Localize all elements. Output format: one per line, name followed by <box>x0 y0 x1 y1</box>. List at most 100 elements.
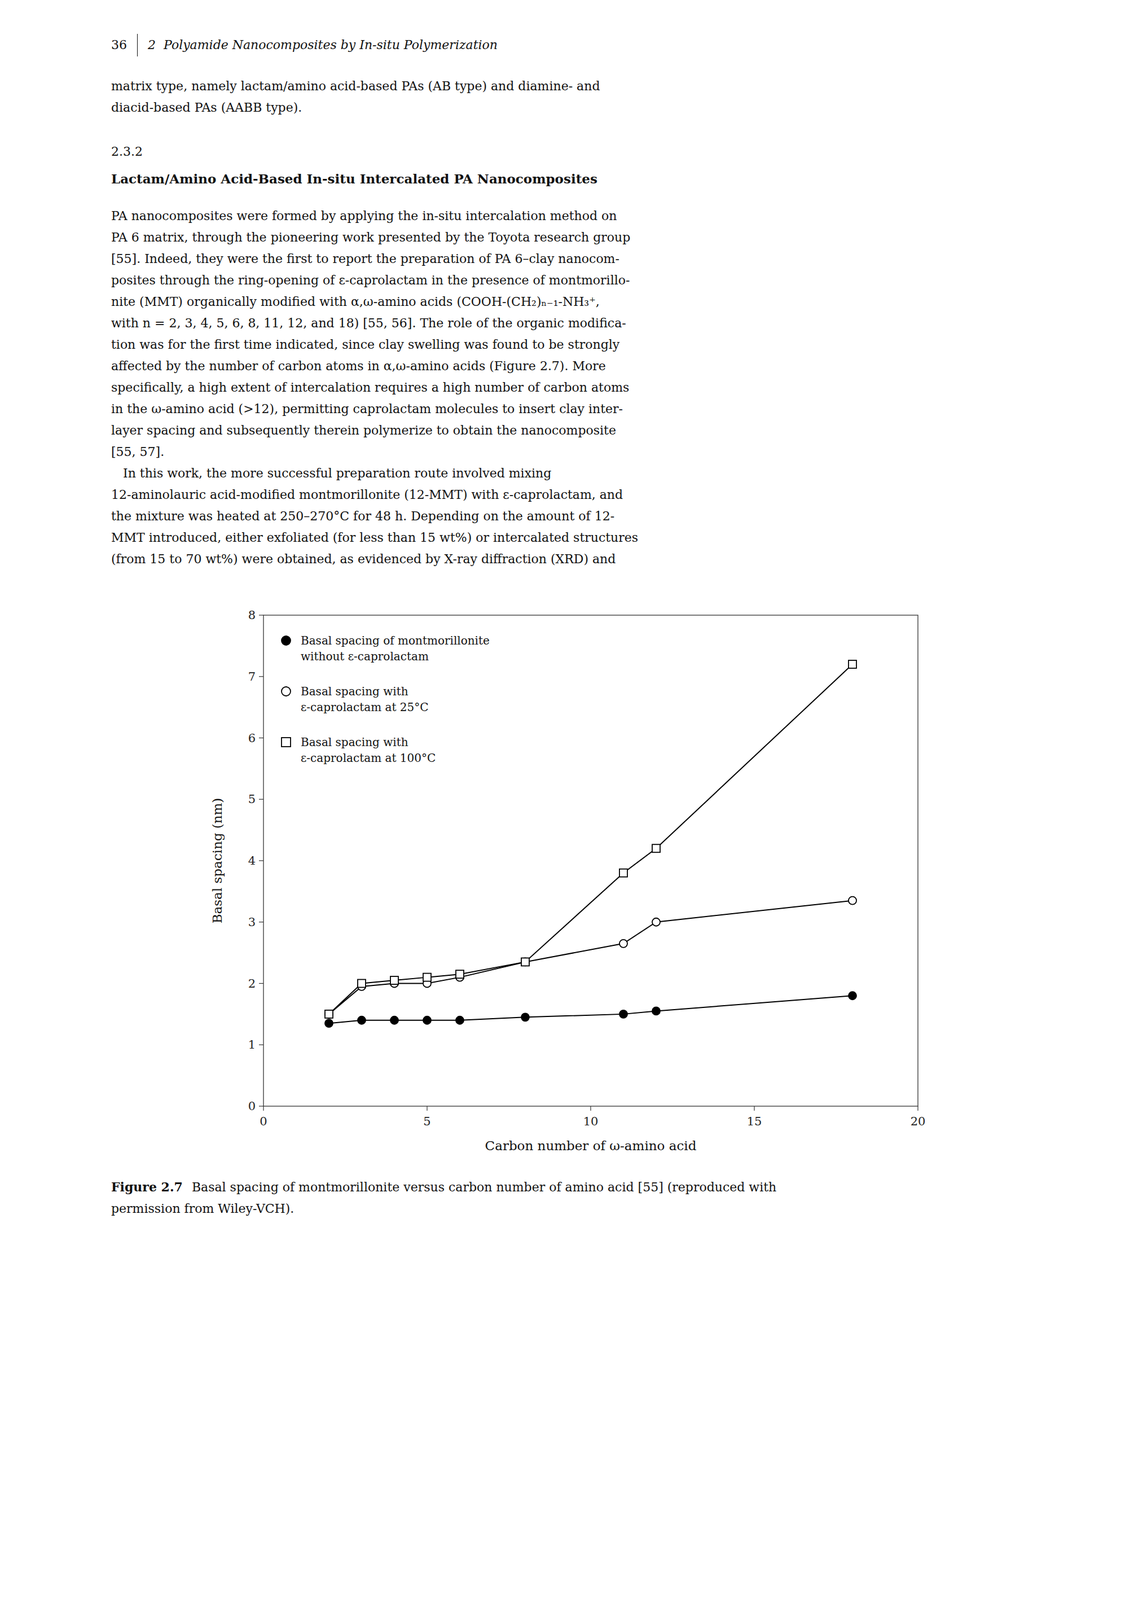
text-line: layer spacing and subsequently therein p… <box>111 419 958 442</box>
legend-label-line: Basal spacing with <box>300 684 409 698</box>
y-tick <box>258 1105 264 1106</box>
y-tick-label: 7 <box>248 669 256 684</box>
running-header: 36 2 Polyamide Nanocomposites by In-situ P… <box>111 33 958 57</box>
plot-area <box>324 660 857 1027</box>
x-tick-label: 5 <box>423 1114 431 1128</box>
text-line: matrix type, namely lactam/amino acid-ba… <box>111 75 958 98</box>
marker <box>390 976 399 984</box>
text-line: PA nanocomposites were formed by applyin… <box>111 205 958 227</box>
chapter-title: Polyamide Nanocomposites by In-situ Poly… <box>163 34 498 56</box>
x-tick <box>917 1105 918 1111</box>
legend-marker <box>281 635 291 645</box>
plot-frame <box>263 614 918 1106</box>
x-tick-label: 20 <box>910 1114 926 1128</box>
y-tick-label: 0 <box>248 1099 256 1113</box>
legend-marker <box>281 686 291 696</box>
y-tick <box>258 859 264 861</box>
y-tick <box>258 982 264 984</box>
y-tick <box>258 1044 264 1045</box>
marker <box>521 957 530 966</box>
legend-label-line: Basal spacing with <box>300 735 409 749</box>
legend-label: Basal spacing withε-caprolactam at 100°C <box>300 735 436 765</box>
marker <box>455 1016 464 1024</box>
caption-label: Figure 2.7 <box>111 1179 183 1194</box>
y-tick <box>258 921 264 922</box>
marker <box>848 991 857 1000</box>
marker <box>521 1012 530 1021</box>
y-axis-label: Basal spacing (nm) <box>209 797 225 924</box>
chart: 05101520012345678Carbon number of ω-amin… <box>201 598 935 1163</box>
y-tick-label: 1 <box>248 1037 256 1052</box>
chart-svg: 05101520012345678Carbon number of ω-amin… <box>201 598 935 1163</box>
marker <box>848 660 857 668</box>
text-line: diacid-based PAs (AABB type). <box>111 97 958 119</box>
text-line: the mixture was heated at 250–270°C for … <box>111 505 958 527</box>
series-line <box>328 664 853 1014</box>
y-tick-label: 5 <box>248 792 256 806</box>
y-tick-label: 2 <box>248 976 256 991</box>
marker <box>619 1009 628 1018</box>
section-number: 2.3.2 <box>111 141 958 163</box>
legend-label-line: Basal spacing of montmorillonite <box>300 633 490 648</box>
page-number: 36 <box>111 34 127 56</box>
x-tick <box>753 1105 755 1111</box>
series-line <box>328 995 853 1023</box>
x-tick <box>590 1105 591 1111</box>
text-line: MMT introduced, either exfoliated (for l… <box>111 526 958 549</box>
legend: Basal spacing of montmorillonitewithout … <box>281 633 490 765</box>
marker <box>423 973 432 982</box>
text-line: specifically, a high extent of intercala… <box>111 376 958 399</box>
text-line: In this work, the more successful prepar… <box>111 462 958 485</box>
text-line: 12-aminolauric acid-modified montmorillo… <box>111 484 958 506</box>
series-line <box>328 900 853 1014</box>
y-tick <box>258 614 264 615</box>
text-line: PA 6 matrix, through the pioneering work… <box>111 226 958 249</box>
header-rule <box>137 33 138 57</box>
series <box>324 991 857 1027</box>
marker <box>848 896 857 905</box>
legend-marker <box>281 737 291 747</box>
marker <box>390 1016 399 1024</box>
marker <box>619 939 628 948</box>
legend-label-line: without ε-caprolactam <box>300 649 429 663</box>
legend-label: Basal spacing of montmorillonitewithout … <box>300 633 490 663</box>
marker <box>324 1018 333 1027</box>
marker <box>619 868 628 877</box>
text-line: affected by the number of carbon atoms i… <box>111 355 958 377</box>
x-tick <box>426 1105 428 1111</box>
text-line: [55, 57]. <box>111 441 958 463</box>
chapter-number: 2 <box>147 34 156 56</box>
marker <box>324 1009 333 1018</box>
text-line: with n = 2, 3, 4, 5, 6, 8, 11, 12, and 1… <box>111 312 958 334</box>
legend-label-line: ε-caprolactam at 100°C <box>300 750 436 765</box>
marker <box>455 969 464 978</box>
marker <box>652 1006 661 1015</box>
legend-label-line: ε-caprolactam at 25°C <box>300 700 429 714</box>
paragraph: matrix type, namely lactam/amino acid-ba… <box>111 75 958 119</box>
x-tick <box>262 1105 264 1111</box>
text-line: [55]. Indeed, they were the first to rep… <box>111 248 958 270</box>
y-tick-label: 3 <box>248 915 256 929</box>
marker <box>521 957 530 966</box>
y-tick-label: 8 <box>248 608 256 622</box>
series <box>324 660 857 1018</box>
x-axis-label: Carbon number of ω-amino acid <box>485 1137 697 1153</box>
marker <box>357 979 366 988</box>
text-column: 36 2 Polyamide Nanocomposites by In-situ P… <box>111 33 958 1220</box>
y-tick <box>258 675 264 677</box>
paragraph: In this work, the more successful prepar… <box>111 462 958 570</box>
caption-text: Basal spacing of montmorillonite versus … <box>111 1179 777 1216</box>
paragraph: PA nanocomposites were formed by applyin… <box>111 205 958 463</box>
axes: 05101520012345678 <box>248 608 926 1128</box>
caption: Figure 2.7Basal spacing of montmorilloni… <box>111 1175 811 1220</box>
marker <box>652 917 661 926</box>
x-tick-label: 15 <box>746 1114 763 1128</box>
x-tick-label: 0 <box>259 1114 267 1128</box>
series <box>324 896 857 1018</box>
text-line: in the ω-amino acid (>12), permitting ca… <box>111 398 958 420</box>
text-line: nite (MMT) organically modified with α,ω… <box>111 291 958 313</box>
plot-background <box>263 614 918 1106</box>
section-title: Lactam/Amino Acid-Based In-situ Intercal… <box>111 168 958 190</box>
y-tick-label: 4 <box>248 853 256 868</box>
legend-label: Basal spacing with ε-caprolactam at 25°C <box>300 684 429 714</box>
